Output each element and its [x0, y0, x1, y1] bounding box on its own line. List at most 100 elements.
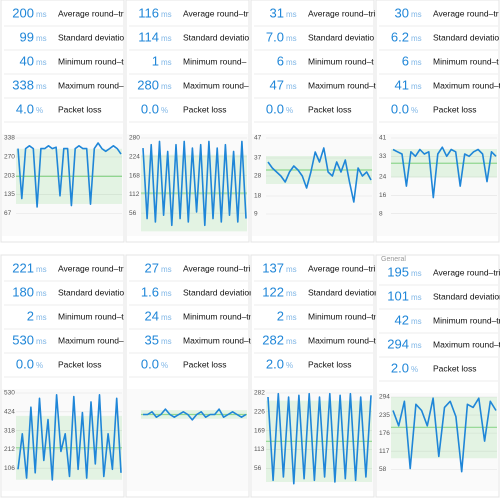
stat-unit: % — [411, 365, 418, 374]
stat-unit: ms — [411, 317, 422, 326]
y-tick-label: 106 — [4, 465, 15, 472]
stat-label: Standard deviatio — [183, 32, 249, 42]
stat-unit: ms — [36, 34, 47, 43]
stat-value: 116 — [138, 5, 159, 20]
stat-unit: ms — [161, 58, 172, 67]
stat-value: 0.0 — [391, 101, 409, 116]
stat-label: Maximum round–tri — [433, 339, 500, 349]
stat-unit: ms — [411, 341, 422, 350]
stat-unit: ms — [161, 10, 172, 19]
stat-label: Minimum round–trip — [308, 311, 383, 321]
stat-unit: ms — [161, 34, 172, 43]
stat-label: Average round–tr — [58, 8, 124, 18]
stat-unit: ms — [411, 269, 422, 278]
stat-value: 2 — [27, 308, 34, 323]
stat-value: 282 — [262, 332, 284, 347]
stat-label: Standard deviatio — [308, 32, 374, 42]
stat-value: 35 — [145, 332, 159, 347]
stat-unit: ms — [286, 337, 297, 346]
stat-unit: ms — [286, 289, 297, 298]
stat-unit: ms — [36, 82, 47, 91]
stat-label: Standard deviation — [183, 287, 254, 297]
stat-label: Minimum round–t — [58, 311, 124, 321]
stat-label: Average round–trip — [308, 263, 380, 273]
stat-label: Packet loss — [183, 359, 226, 369]
stat-label: Maximum round–t — [308, 80, 377, 90]
y-tick-label: 168 — [129, 172, 140, 179]
stat-label: Minimum round–t — [308, 56, 374, 66]
y-tick-label: 9 — [254, 211, 258, 218]
y-tick-label: 37 — [254, 155, 262, 162]
stat-value: 4.0 — [16, 101, 34, 116]
stat-value: 24 — [145, 308, 159, 323]
stat-unit: % — [161, 361, 168, 370]
y-tick-label: 318 — [4, 427, 15, 434]
stat-value: 6 — [277, 53, 284, 68]
stat-label: Standard deviatio — [58, 32, 124, 42]
stat-unit: ms — [161, 337, 172, 346]
y-tick-label: 112 — [129, 191, 140, 198]
stat-label: Average round–tri — [433, 267, 500, 277]
stat-value: 0.0 — [141, 356, 159, 371]
stat-value: 0.0 — [141, 101, 159, 116]
stat-label: Packet loss — [308, 359, 351, 369]
y-tick-label: 24 — [379, 174, 387, 181]
y-tick-label: 117 — [379, 448, 390, 455]
stat-value: 137 — [262, 260, 284, 275]
stat-value: 7.0 — [266, 29, 284, 44]
stat-label: Minimum round–t — [433, 56, 499, 66]
stat-unit: ms — [36, 313, 47, 322]
y-tick-label: 18 — [254, 193, 262, 200]
stat-value: 2 — [277, 308, 284, 323]
latency-line — [17, 142, 122, 208]
stat-value: 114 — [138, 29, 159, 44]
y-tick-label: 424 — [4, 409, 15, 416]
y-tick-label: 203 — [4, 172, 15, 179]
stat-value: 180 — [12, 284, 34, 299]
stat-value: 31 — [270, 5, 284, 20]
stat-unit: ms — [411, 58, 422, 67]
latency-line — [143, 408, 247, 421]
y-tick-label: 47 — [254, 135, 262, 142]
stat-label: Minimum round–t — [58, 56, 124, 66]
y-tick-label: 235 — [379, 412, 390, 419]
stat-unit: % — [411, 106, 418, 115]
stat-unit: % — [286, 361, 293, 370]
stat-unit: ms — [411, 82, 422, 91]
stat-value: 27 — [145, 260, 159, 275]
stat-unit: % — [286, 106, 293, 115]
y-tick-label: 33 — [379, 153, 387, 160]
stat-value: 6.2 — [391, 29, 409, 44]
stat-value: 1.6 — [141, 284, 159, 299]
y-tick-label: 41 — [379, 135, 387, 142]
stat-value: 338 — [12, 77, 34, 92]
stat-unit: ms — [286, 313, 297, 322]
stat-unit: ms — [161, 265, 172, 274]
stat-value: 0.0 — [266, 101, 284, 116]
stat-unit: % — [36, 106, 43, 115]
stat-unit: ms — [161, 289, 172, 298]
stat-label: Average round–tr — [183, 8, 249, 18]
stat-unit: ms — [286, 58, 297, 67]
stat-value: 47 — [270, 77, 284, 92]
stat-label: Standard deviation — [433, 291, 500, 301]
y-tick-label: 28 — [254, 173, 262, 180]
y-tick-label: 135 — [4, 191, 15, 198]
stat-unit: ms — [36, 337, 47, 346]
stat-unit: ms — [36, 58, 47, 67]
stat-unit: ms — [36, 10, 47, 19]
y-tick-label: 226 — [254, 408, 265, 415]
stat-label: Packet loss — [308, 104, 351, 114]
y-tick-label: 169 — [254, 427, 265, 434]
stat-label: Average round–tr — [58, 263, 124, 273]
stat-label: Minimum round–trip — [183, 311, 258, 321]
stat-value: 294 — [387, 336, 409, 351]
y-tick-label: 113 — [254, 446, 265, 453]
stat-label: Maximum round–trip — [308, 335, 386, 345]
stat-value: 195 — [387, 264, 409, 279]
stat-unit: % — [36, 361, 43, 370]
